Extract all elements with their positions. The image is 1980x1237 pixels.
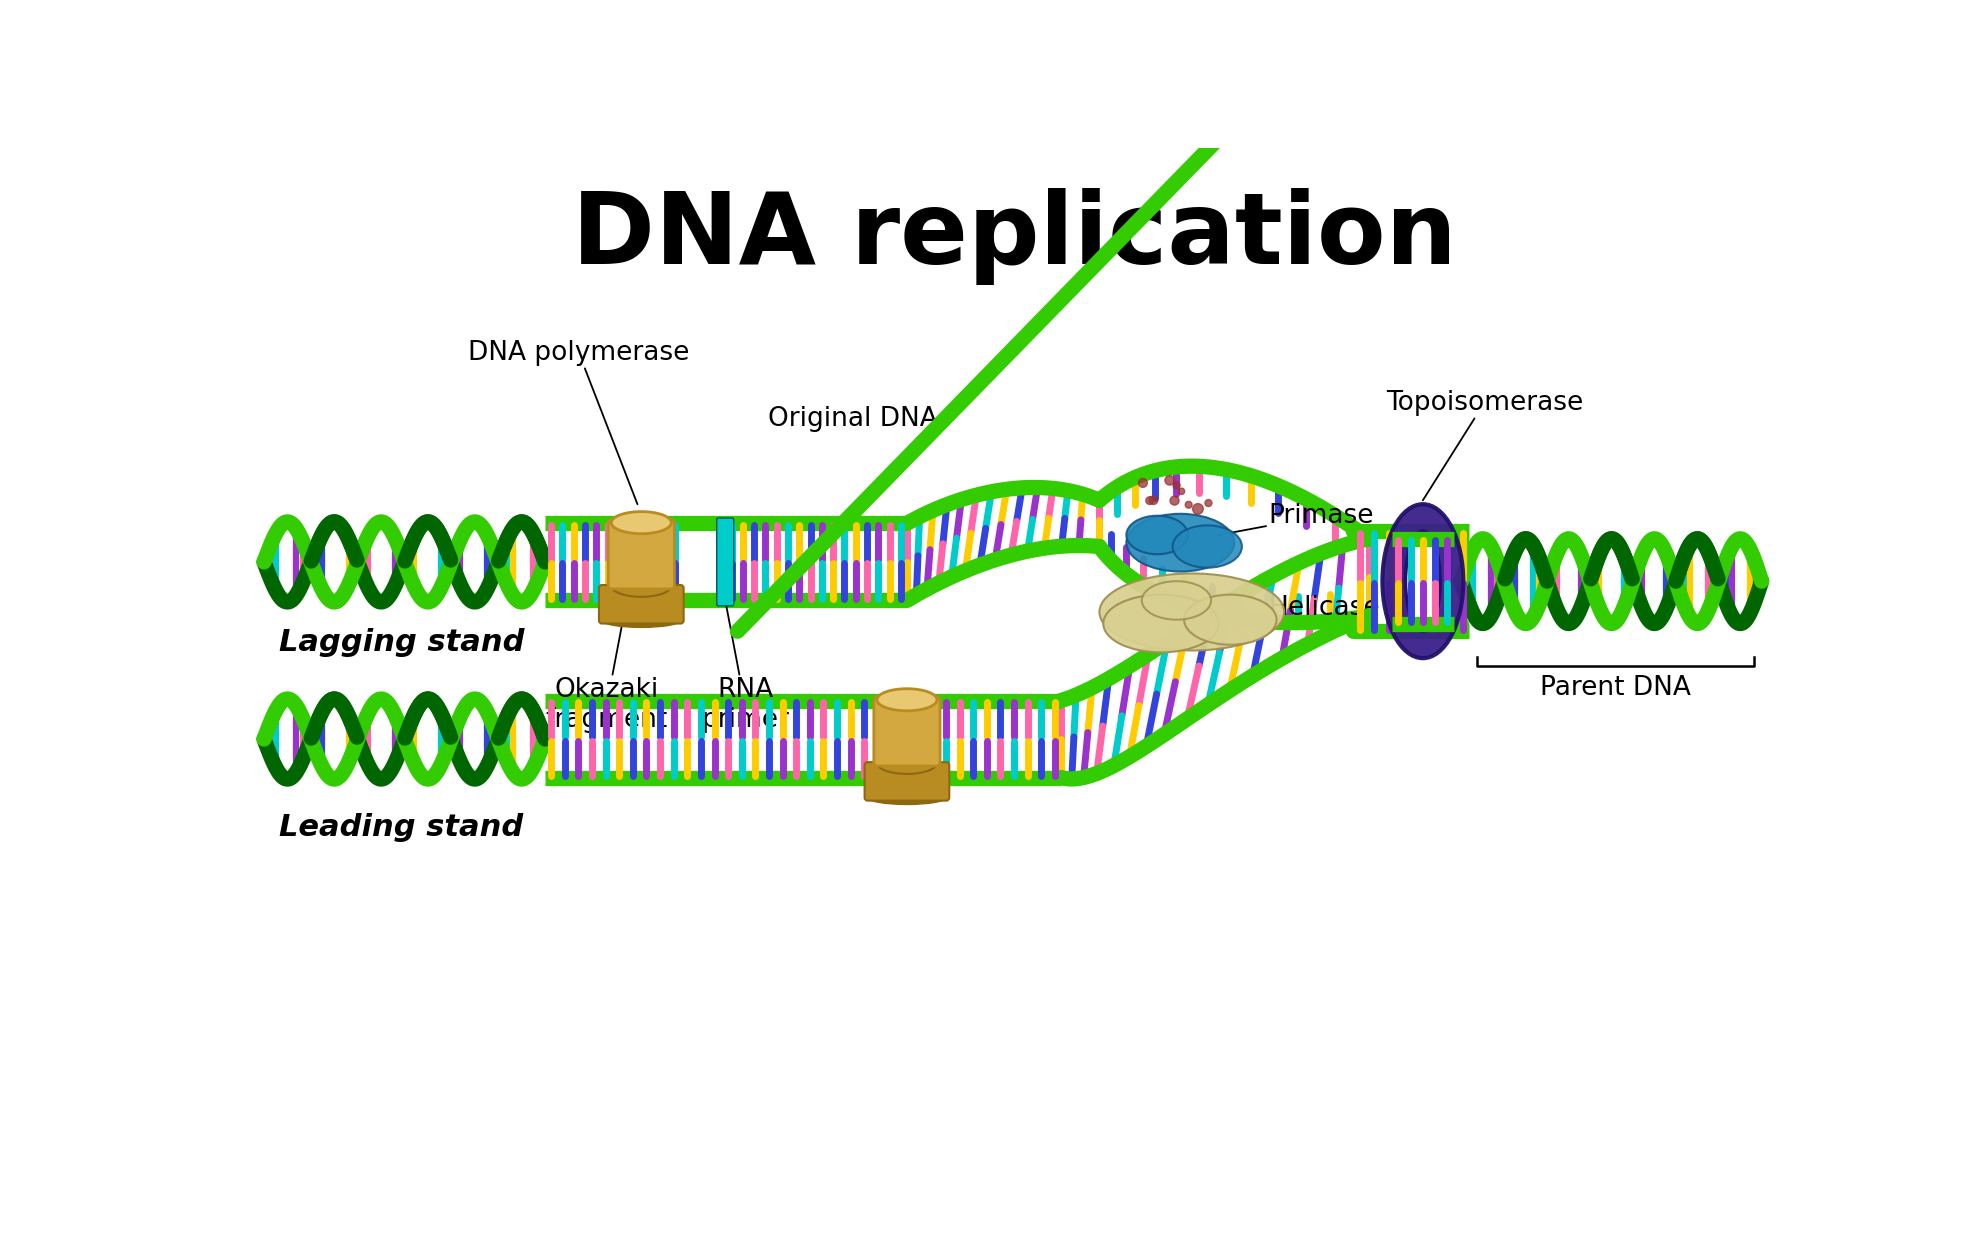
Ellipse shape: [1103, 595, 1220, 652]
Ellipse shape: [867, 790, 946, 804]
Ellipse shape: [1099, 574, 1285, 651]
Circle shape: [1172, 482, 1180, 489]
FancyBboxPatch shape: [865, 762, 948, 800]
Circle shape: [1146, 496, 1154, 505]
Circle shape: [1178, 489, 1184, 495]
Text: RNA
primer: RNA primer: [701, 605, 790, 734]
Ellipse shape: [1184, 595, 1277, 644]
Ellipse shape: [602, 614, 681, 627]
Circle shape: [1170, 496, 1178, 505]
Ellipse shape: [877, 689, 937, 711]
FancyBboxPatch shape: [600, 585, 683, 623]
Circle shape: [1138, 479, 1146, 487]
Text: Helicase: Helicase: [1230, 595, 1380, 621]
Ellipse shape: [1382, 505, 1463, 658]
Circle shape: [1206, 500, 1212, 506]
Text: DNA polymerase: DNA polymerase: [467, 340, 689, 505]
Text: Okazaki
fragment: Okazaki fragment: [546, 605, 667, 734]
Text: Original DNA: Original DNA: [768, 407, 939, 433]
Ellipse shape: [1406, 531, 1439, 631]
Text: Leading stand: Leading stand: [279, 813, 523, 842]
FancyBboxPatch shape: [608, 520, 675, 589]
Text: Primase: Primase: [1220, 502, 1374, 534]
Text: Topoisomerase: Topoisomerase: [1386, 390, 1584, 500]
Ellipse shape: [877, 752, 937, 774]
Ellipse shape: [1172, 526, 1241, 568]
Circle shape: [1186, 501, 1192, 508]
Circle shape: [1148, 496, 1158, 505]
Ellipse shape: [612, 575, 671, 596]
Text: DNA replication: DNA replication: [572, 188, 1457, 286]
FancyBboxPatch shape: [873, 696, 940, 766]
Ellipse shape: [1127, 513, 1234, 571]
Circle shape: [1164, 475, 1174, 485]
Ellipse shape: [1142, 581, 1212, 620]
Circle shape: [1192, 503, 1204, 515]
Ellipse shape: [1127, 516, 1188, 554]
Text: Parent DNA: Parent DNA: [1540, 675, 1691, 701]
Text: Lagging stand: Lagging stand: [279, 628, 525, 657]
Ellipse shape: [612, 512, 671, 533]
FancyBboxPatch shape: [717, 518, 735, 606]
